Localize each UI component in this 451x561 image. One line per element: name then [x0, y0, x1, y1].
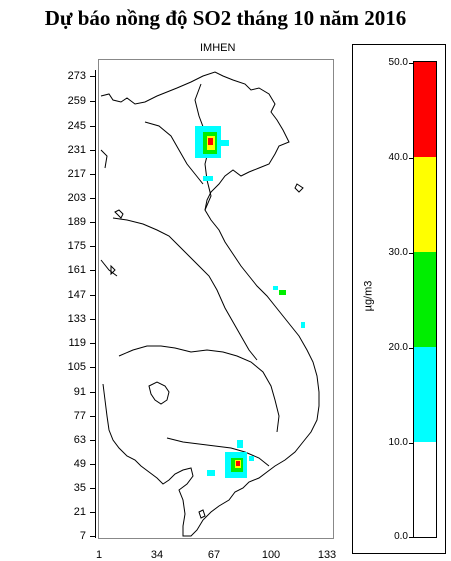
y-tick-label: 175 — [67, 240, 86, 252]
y-tick-mark — [90, 319, 96, 320]
color-legend — [352, 44, 446, 554]
map-title: Dự báo nồng độ SO2 tháng 10 năm 2016 — [44, 6, 407, 30]
y-tick-label: 231 — [67, 144, 86, 156]
legend-tick-label: 0.0 — [394, 531, 408, 542]
y-tick-label: 259 — [67, 95, 86, 107]
map-subtitle: IMHEN — [200, 42, 236, 54]
legend-tick-label: 50.0 — [388, 57, 408, 68]
x-tick-label: 100 — [261, 549, 281, 561]
legend-tick-label: 10.0 — [388, 437, 408, 448]
legend-tick-mark — [409, 348, 413, 349]
y-tick-mark — [90, 126, 96, 127]
so2-danang-hotspot — [273, 286, 305, 328]
y-tick-mark — [90, 222, 96, 223]
x-tick-label: 1 — [95, 549, 103, 561]
vietnam-map — [100, 71, 320, 537]
legend-tick-mark — [409, 253, 413, 254]
y-tick-mark — [90, 246, 96, 247]
y-tick-label: 147 — [67, 289, 86, 301]
y-axis-line — [95, 70, 96, 538]
y-tick-label: 63 — [73, 434, 86, 446]
tonle-sap-lake — [148, 381, 170, 405]
y-tick-mark — [90, 367, 96, 368]
y-tick-mark — [90, 150, 96, 151]
island — [294, 183, 304, 193]
y-tick-label: 203 — [67, 192, 86, 204]
y-tick-label: 133 — [67, 313, 86, 325]
y-tick-mark — [90, 440, 96, 441]
legend-tick-label: 20.0 — [388, 342, 408, 353]
y-tick-label: 273 — [67, 70, 86, 82]
island — [198, 509, 206, 519]
y-tick-label: 119 — [68, 337, 86, 349]
y-tick-mark — [90, 174, 96, 175]
y-tick-label: 189 — [67, 216, 86, 228]
y-tick-mark — [90, 512, 96, 513]
y-tick-mark — [90, 101, 96, 102]
legend-tick-mark — [409, 158, 413, 159]
y-tick-mark — [90, 198, 96, 199]
colorbar-band-white — [414, 442, 436, 537]
y-tick-mark — [90, 76, 96, 77]
so2-hanoi-hotspot — [195, 126, 229, 181]
country-borders — [100, 71, 320, 537]
legend-tick-mark — [409, 443, 413, 444]
so2-hcmc-hotspot — [207, 440, 254, 478]
y-tick-mark — [90, 464, 96, 465]
legend-tick-label: 30.0 — [388, 247, 408, 258]
y-tick-label: 161 — [67, 264, 86, 276]
colorbar-band-yellow — [414, 157, 436, 252]
y-tick-mark — [90, 416, 96, 417]
x-tick-label: 34 — [150, 549, 164, 561]
y-tick-label: 91 — [73, 386, 86, 398]
legend-tick-mark — [409, 63, 413, 64]
island — [110, 264, 116, 276]
y-tick-label: 7 — [79, 530, 86, 542]
colorbar — [413, 61, 437, 538]
map-panel — [98, 59, 334, 539]
legend-tick-mark — [409, 537, 413, 538]
y-tick-label: 105 — [67, 361, 86, 373]
legend-unit-label: µg/m3 — [362, 280, 375, 312]
y-tick-mark — [90, 295, 96, 296]
y-tick-mark — [90, 488, 96, 489]
legend-tick-label: 40.0 — [388, 152, 408, 163]
y-tick-label: 49 — [73, 458, 86, 470]
y-tick-label: 21 — [73, 506, 86, 518]
colorbar-band-cyan — [414, 347, 436, 442]
y-tick-mark — [90, 392, 96, 393]
island — [114, 209, 124, 219]
internal-borders — [100, 83, 280, 467]
y-tick-mark — [90, 270, 96, 271]
colorbar-band-red — [414, 62, 436, 157]
y-tick-label: 217 — [67, 168, 86, 180]
y-tick-label: 245 — [67, 120, 86, 132]
x-tick-label: 67 — [207, 549, 221, 561]
colorbar-band-green — [414, 252, 436, 347]
y-tick-label: 35 — [73, 482, 86, 494]
y-tick-mark — [90, 343, 96, 344]
y-tick-mark — [90, 536, 96, 537]
y-tick-label: 77 — [73, 410, 86, 422]
x-tick-label: 133 — [317, 549, 337, 561]
